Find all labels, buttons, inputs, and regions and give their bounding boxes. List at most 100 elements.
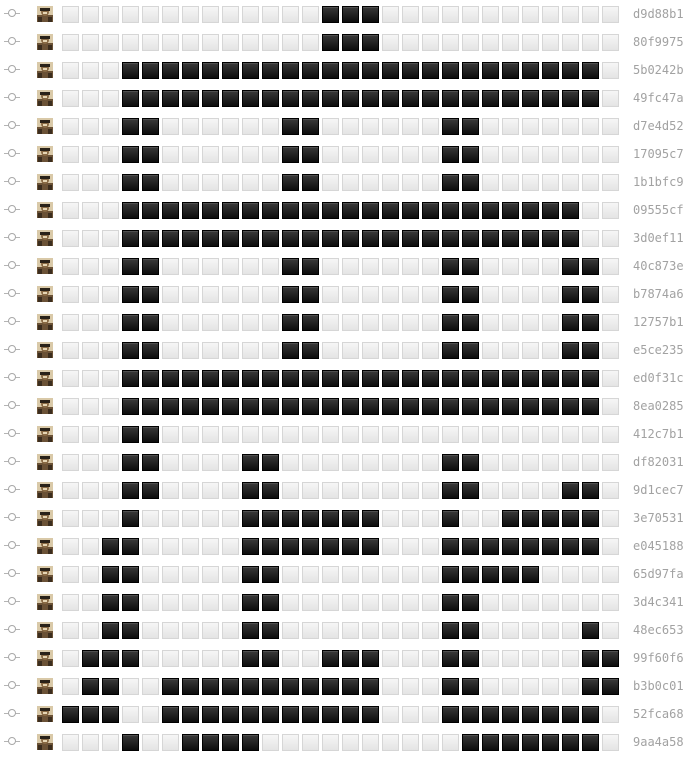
- empty-cell: [82, 174, 99, 191]
- commit-hash[interactable]: 80f9975: [633, 35, 684, 49]
- empty-cell: [202, 426, 219, 443]
- empty-cell: [542, 678, 559, 695]
- commit-row[interactable]: 49fc47a: [0, 86, 690, 112]
- empty-cell: [362, 174, 379, 191]
- commit-row[interactable]: 8ea0285: [0, 394, 690, 420]
- commit-row[interactable]: 52fca68: [0, 702, 690, 728]
- commit-hash[interactable]: 48ec653: [633, 623, 684, 637]
- filled-cell: [162, 62, 179, 79]
- commit-hash[interactable]: 99f60f6: [633, 651, 684, 665]
- commit-hash[interactable]: 9aa4a58: [633, 735, 684, 749]
- commit-row[interactable]: b7874a6: [0, 282, 690, 308]
- commit-hash[interactable]: 5b0242b: [633, 63, 684, 77]
- filled-cell: [242, 734, 259, 751]
- commit-hash[interactable]: e5ce235: [633, 343, 684, 357]
- commit-hash[interactable]: df82031: [633, 455, 684, 469]
- filled-cell: [402, 398, 419, 415]
- filled-cell: [462, 286, 479, 303]
- commit-hash[interactable]: 12757b1: [633, 315, 684, 329]
- commit-row[interactable]: 12757b1: [0, 310, 690, 336]
- commit-row[interactable]: 3d4c341: [0, 590, 690, 616]
- commit-row[interactable]: df82031: [0, 450, 690, 476]
- commit-row[interactable]: b3b0c01: [0, 674, 690, 700]
- empty-cell: [602, 454, 619, 471]
- empty-cell: [262, 146, 279, 163]
- empty-cell: [582, 426, 599, 443]
- commit-hash[interactable]: 3e70531: [633, 511, 684, 525]
- filled-cell: [202, 706, 219, 723]
- commit-row[interactable]: 1b1bfc9: [0, 170, 690, 196]
- empty-cell: [542, 482, 559, 499]
- commit-row[interactable]: 9d1cec7: [0, 478, 690, 504]
- commit-hash[interactable]: b3b0c01: [633, 679, 684, 693]
- commit-row[interactable]: 5b0242b: [0, 58, 690, 84]
- filled-cell: [442, 538, 459, 555]
- commit-hash[interactable]: 1b1bfc9: [633, 175, 684, 189]
- commit-row[interactable]: 17095c7: [0, 142, 690, 168]
- commit-node-icon: [4, 512, 20, 524]
- commit-hash[interactable]: 52fca68: [633, 707, 684, 721]
- empty-cell: [222, 118, 239, 135]
- commit-row[interactable]: 48ec653: [0, 618, 690, 644]
- commit-row[interactable]: 65d97fa: [0, 562, 690, 588]
- filled-cell: [462, 314, 479, 331]
- commit-row[interactable]: 99f60f6: [0, 646, 690, 672]
- commit-row[interactable]: 3e70531: [0, 506, 690, 532]
- commit-hash[interactable]: 8ea0285: [633, 399, 684, 413]
- filled-cell: [562, 510, 579, 527]
- filled-cell: [562, 706, 579, 723]
- commit-hash[interactable]: 412c7b1: [633, 427, 684, 441]
- empty-cell: [202, 174, 219, 191]
- empty-cell: [282, 454, 299, 471]
- empty-cell: [62, 398, 79, 415]
- filled-cell: [142, 174, 159, 191]
- empty-cell: [82, 146, 99, 163]
- filled-cell: [442, 202, 459, 219]
- commit-hash[interactable]: 3d0ef11: [633, 231, 684, 245]
- empty-cell: [182, 426, 199, 443]
- commit-hash[interactable]: 09555cf: [633, 203, 684, 217]
- empty-cell: [562, 118, 579, 135]
- commit-hash[interactable]: ed0f31c: [633, 371, 684, 385]
- commit-hash[interactable]: 9d1cec7: [633, 483, 684, 497]
- commit-row[interactable]: d9d88b1: [0, 2, 690, 28]
- filled-cell: [582, 622, 599, 639]
- commit-hash[interactable]: 40c873e: [633, 259, 684, 273]
- empty-cell: [542, 146, 559, 163]
- commit-row[interactable]: e5ce235: [0, 338, 690, 364]
- filled-cell: [262, 398, 279, 415]
- commit-row[interactable]: 9aa4a58: [0, 730, 690, 756]
- empty-cell: [602, 426, 619, 443]
- commit-hash[interactable]: b7874a6: [633, 287, 684, 301]
- empty-cell: [62, 342, 79, 359]
- filled-cell: [302, 398, 319, 415]
- empty-cell: [62, 34, 79, 51]
- filled-cell: [242, 62, 259, 79]
- empty-cell: [442, 34, 459, 51]
- commit-hash[interactable]: 49fc47a: [633, 91, 684, 105]
- commit-row[interactable]: 80f9975: [0, 30, 690, 56]
- commit-hash[interactable]: d9d88b1: [633, 7, 684, 21]
- empty-cell: [62, 202, 79, 219]
- commit-node-icon: [4, 428, 20, 440]
- empty-cell: [582, 118, 599, 135]
- commit-hash[interactable]: 17095c7: [633, 147, 684, 161]
- empty-cell: [302, 34, 319, 51]
- commit-row[interactable]: 412c7b1: [0, 422, 690, 448]
- commit-hash[interactable]: d7e4d52: [633, 119, 684, 133]
- commit-row[interactable]: 3d0ef11: [0, 226, 690, 252]
- commit-row[interactable]: 40c873e: [0, 254, 690, 280]
- commit-row[interactable]: e045188: [0, 534, 690, 560]
- empty-cell: [402, 510, 419, 527]
- commit-hash[interactable]: 65d97fa: [633, 567, 684, 581]
- commit-hash[interactable]: e045188: [633, 539, 684, 553]
- empty-cell: [162, 34, 179, 51]
- empty-cell: [122, 34, 139, 51]
- commit-row[interactable]: d7e4d52: [0, 114, 690, 140]
- commit-row[interactable]: 09555cf: [0, 198, 690, 224]
- commit-hash[interactable]: 3d4c341: [633, 595, 684, 609]
- commit-row[interactable]: ed0f31c: [0, 366, 690, 392]
- empty-cell: [202, 146, 219, 163]
- filled-cell: [462, 202, 479, 219]
- empty-cell: [102, 90, 119, 107]
